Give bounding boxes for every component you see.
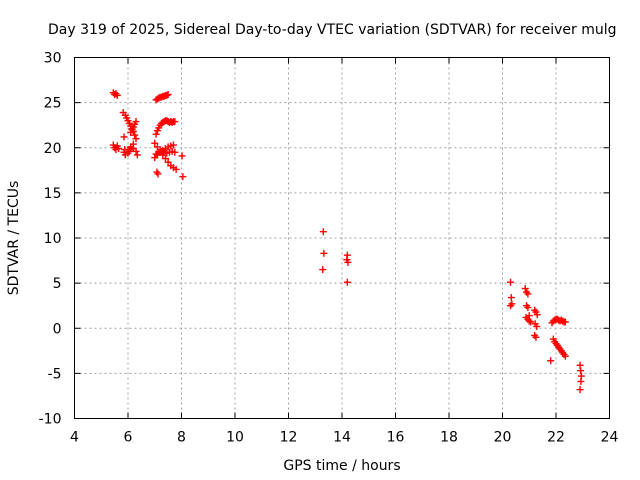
x-tick-label: 18 <box>440 430 458 446</box>
data-point <box>507 278 515 286</box>
data-point <box>171 118 179 126</box>
data-point <box>129 145 137 153</box>
data-point <box>113 91 121 99</box>
data-point <box>164 158 172 166</box>
x-tick-label: 16 <box>387 430 405 446</box>
data-point <box>577 377 585 385</box>
x-axis-label: GPS time / hours <box>283 458 400 474</box>
data-point <box>171 148 179 156</box>
data-point <box>319 228 327 236</box>
data-point <box>527 318 535 326</box>
y-tick-label: -5 <box>48 366 62 382</box>
y-tick-label: 30 <box>44 51 62 67</box>
data-point <box>132 135 140 143</box>
data-point <box>120 133 128 141</box>
data-point <box>164 91 172 99</box>
data-points <box>109 89 585 394</box>
y-tick-label: 25 <box>44 96 62 112</box>
data-point <box>525 317 533 325</box>
y-tick-label: 5 <box>53 276 62 292</box>
data-point <box>576 386 584 394</box>
data-point <box>115 145 123 153</box>
data-point <box>179 173 187 181</box>
y-tick-labels: -10 -5 0 5 10 15 20 25 30 <box>39 51 62 428</box>
x-tick-label: 8 <box>177 430 186 446</box>
y-tick-label: 20 <box>44 141 62 157</box>
plot-frame <box>74 57 610 419</box>
data-point <box>154 170 162 178</box>
x-tick-label: 24 <box>601 430 619 446</box>
data-point <box>561 352 569 360</box>
y-tick-label: -10 <box>39 412 62 428</box>
data-point <box>521 285 529 293</box>
data-point <box>343 256 351 264</box>
data-point <box>125 147 133 155</box>
data-point <box>121 146 129 154</box>
data-point <box>507 294 515 302</box>
x-tick-labels: 4 6 8 10 12 14 16 18 20 22 24 <box>70 430 618 446</box>
data-point <box>320 249 328 257</box>
x-tick-label: 4 <box>70 430 79 446</box>
x-tick-label: 22 <box>547 430 565 446</box>
data-point <box>524 303 532 311</box>
chart-title: Day 319 of 2025, Sidereal Day-to-day VTE… <box>48 22 617 38</box>
x-tick-label: 20 <box>494 430 512 446</box>
x-tick-label: 10 <box>226 430 244 446</box>
data-point <box>131 131 139 139</box>
data-point <box>151 139 159 147</box>
data-point <box>343 278 351 286</box>
data-point <box>533 322 541 330</box>
data-point <box>524 290 532 298</box>
data-point <box>507 302 515 310</box>
data-point <box>161 155 169 163</box>
y-tick-label: 10 <box>44 231 62 247</box>
y-tick-label: 15 <box>44 186 62 202</box>
data-point <box>153 143 161 151</box>
data-point <box>577 367 585 375</box>
y-axis-label: SDTVAR / TECUs <box>6 181 22 296</box>
data-point <box>533 311 541 319</box>
data-point <box>163 91 171 99</box>
x-tick-label: 12 <box>280 430 298 446</box>
x-tick-label: 14 <box>333 430 351 446</box>
data-point <box>133 151 141 159</box>
data-point <box>532 333 540 341</box>
y-tick-label: 0 <box>53 321 62 337</box>
data-point <box>172 165 180 173</box>
data-point <box>169 141 177 149</box>
data-point <box>547 357 555 365</box>
data-point <box>152 130 160 138</box>
data-point <box>178 152 186 160</box>
grid-lines <box>74 57 610 419</box>
data-point <box>561 318 569 326</box>
data-point <box>127 128 135 136</box>
x-tick-label: 6 <box>124 430 133 446</box>
data-point <box>319 266 327 274</box>
